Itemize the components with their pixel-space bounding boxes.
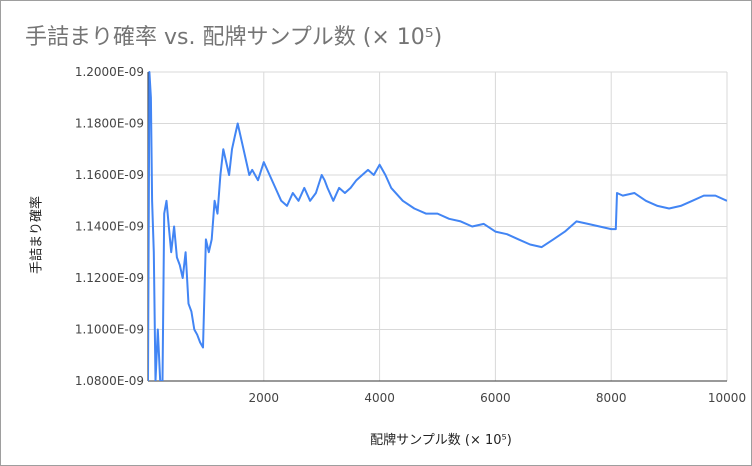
x-tick-label: 4000	[364, 391, 395, 405]
x-tick-label: 8000	[596, 391, 627, 405]
x-tick-label: 2000	[249, 391, 280, 405]
y-tick-label: 1.1800E-09	[75, 117, 144, 131]
x-tick-label: 6000	[480, 391, 511, 405]
x-tick-label: 10000	[708, 391, 746, 405]
chart-title: 手詰まり確率 vs. 配牌サンプル数 (× 10⁵)	[25, 25, 443, 50]
series-line-0	[148, 71, 727, 381]
y-tick-label: 1.1600E-09	[75, 168, 144, 182]
x-axis-label: 配牌サンプル数 (× 10⁵)	[370, 433, 512, 448]
y-tick-label: 1.0800E-09	[75, 374, 144, 388]
y-tick-label: 1.2000E-09	[75, 65, 144, 79]
y-tick-label: 1.1400E-09	[75, 220, 144, 234]
y-tick-label: 1.1000E-09	[75, 323, 144, 337]
y-tick-label: 1.1200E-09	[75, 271, 144, 285]
